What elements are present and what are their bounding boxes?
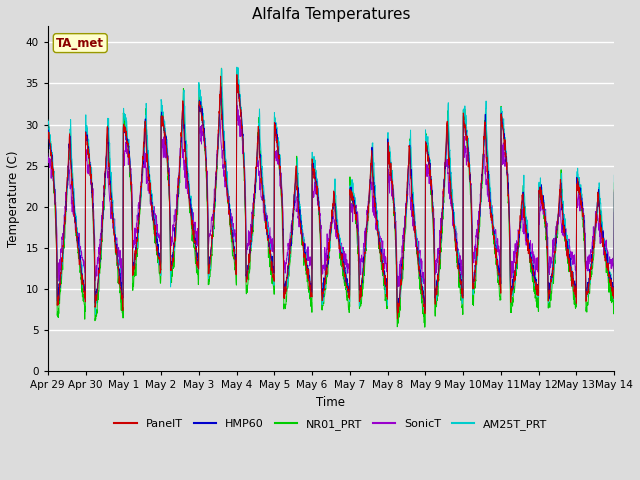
- X-axis label: Time: Time: [316, 396, 346, 408]
- Text: TA_met: TA_met: [56, 36, 104, 49]
- Y-axis label: Temperature (C): Temperature (C): [7, 150, 20, 247]
- Title: Alfalfa Temperatures: Alfalfa Temperatures: [252, 7, 410, 22]
- Legend: PanelT, HMP60, NR01_PRT, SonicT, AM25T_PRT: PanelT, HMP60, NR01_PRT, SonicT, AM25T_P…: [110, 415, 552, 434]
